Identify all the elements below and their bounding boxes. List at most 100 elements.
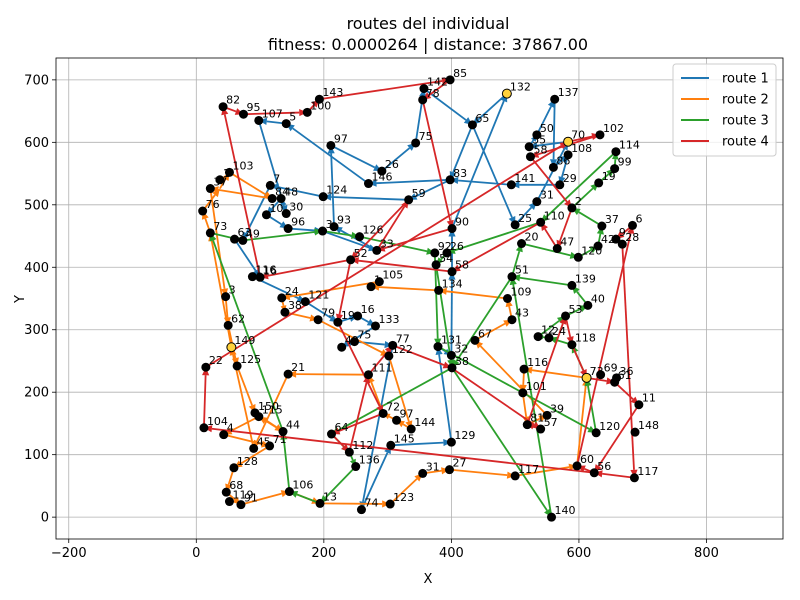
route-segment — [319, 80, 443, 101]
route-segment — [576, 233, 632, 467]
node-point — [329, 222, 339, 232]
route-segment — [243, 111, 300, 116]
node-label: 19 — [602, 170, 616, 183]
plot-area — [56, 58, 783, 539]
route-segment — [438, 354, 453, 443]
node-point — [567, 340, 577, 350]
node-point — [199, 423, 209, 433]
node-point — [617, 239, 627, 249]
chart-subtitle: fitness: 0.0000264 | distance: 37867.00 — [268, 35, 588, 54]
node-label: 144 — [414, 416, 435, 429]
legend-box — [672, 63, 777, 157]
route-segment — [236, 365, 253, 406]
node-label: 129 — [454, 429, 475, 442]
node-label: 123 — [393, 491, 414, 504]
node-label: 149 — [234, 334, 255, 347]
node-label: 51 — [515, 264, 529, 277]
node-point — [467, 120, 477, 130]
node-point — [517, 239, 527, 249]
route-segment — [322, 230, 352, 237]
node-point — [346, 255, 356, 265]
route-segment — [338, 412, 384, 432]
y-tick-label: 700 — [24, 73, 49, 88]
y-tick-label: 300 — [24, 323, 49, 338]
route-segment — [578, 211, 603, 227]
node-label: 49 — [246, 227, 260, 240]
node-point — [265, 180, 275, 190]
node-point — [215, 175, 225, 185]
node-point — [374, 277, 384, 287]
node-label: 93 — [337, 214, 351, 227]
node-point — [349, 337, 359, 347]
x-tick-label: 600 — [567, 546, 592, 561]
node-point — [433, 342, 443, 352]
route-segment — [337, 321, 381, 407]
route-segment — [571, 344, 585, 371]
route-segment — [452, 124, 474, 173]
node-label: 6 — [635, 212, 642, 225]
node-label: 21 — [291, 361, 305, 374]
route-segment — [388, 355, 410, 422]
route-segment — [322, 230, 370, 249]
y-tick-label: 200 — [24, 386, 49, 401]
node-label: 75 — [357, 329, 371, 342]
node-label: 81 — [530, 412, 544, 425]
node-point — [238, 235, 248, 245]
node-label: 116 — [255, 264, 276, 277]
route-segment — [471, 124, 513, 218]
route-segment — [256, 373, 289, 442]
node-label: 110 — [544, 209, 565, 222]
route-segment — [450, 367, 535, 426]
node-label: 63 — [238, 226, 252, 239]
node-point — [388, 340, 398, 350]
node-point — [277, 293, 287, 303]
node-point — [446, 350, 456, 360]
node-point — [547, 512, 557, 522]
route-segment — [205, 145, 562, 368]
route-segment — [537, 140, 569, 147]
node-point — [265, 441, 275, 451]
node-point — [431, 260, 441, 270]
route-segment — [536, 105, 552, 136]
node-point — [445, 75, 455, 85]
node-label: 131 — [441, 334, 462, 347]
node-label: 28 — [625, 231, 639, 244]
node-point — [198, 206, 208, 216]
node-label: 99 — [618, 156, 632, 169]
route-segment — [362, 345, 394, 502]
node-point — [611, 234, 621, 244]
node-label: 45 — [257, 435, 271, 448]
node-label: 68 — [229, 479, 243, 492]
route-segment — [455, 276, 513, 362]
node-label: 13 — [323, 490, 337, 503]
route-segment — [512, 284, 553, 518]
node-label: 3 — [326, 218, 333, 231]
node-label: 120 — [599, 420, 620, 433]
node-point — [627, 220, 637, 230]
route-segment — [576, 385, 587, 467]
node-point — [284, 487, 294, 497]
node-point — [363, 179, 373, 189]
route-segment — [449, 468, 508, 477]
node-label: 11 — [642, 392, 656, 405]
node-point — [314, 94, 324, 104]
node-label: 69 — [604, 362, 618, 375]
node-point — [444, 465, 454, 475]
node-point — [561, 311, 571, 321]
node-label: 52 — [354, 247, 368, 260]
route-segment — [304, 300, 332, 319]
route-segment — [454, 221, 541, 252]
node-point — [445, 175, 455, 185]
node-label: 37 — [605, 213, 619, 226]
route-segment — [435, 264, 452, 361]
node-label: 132 — [510, 81, 531, 94]
route-segment — [458, 221, 542, 269]
route-segment — [378, 286, 439, 292]
node-point — [238, 109, 248, 119]
x-tick-label: 0 — [192, 546, 200, 561]
y-tick-label: 600 — [24, 136, 49, 151]
legend-entry: route 1 — [722, 72, 769, 87]
node-label: 57 — [544, 416, 558, 429]
node-label: 16 — [361, 303, 375, 316]
